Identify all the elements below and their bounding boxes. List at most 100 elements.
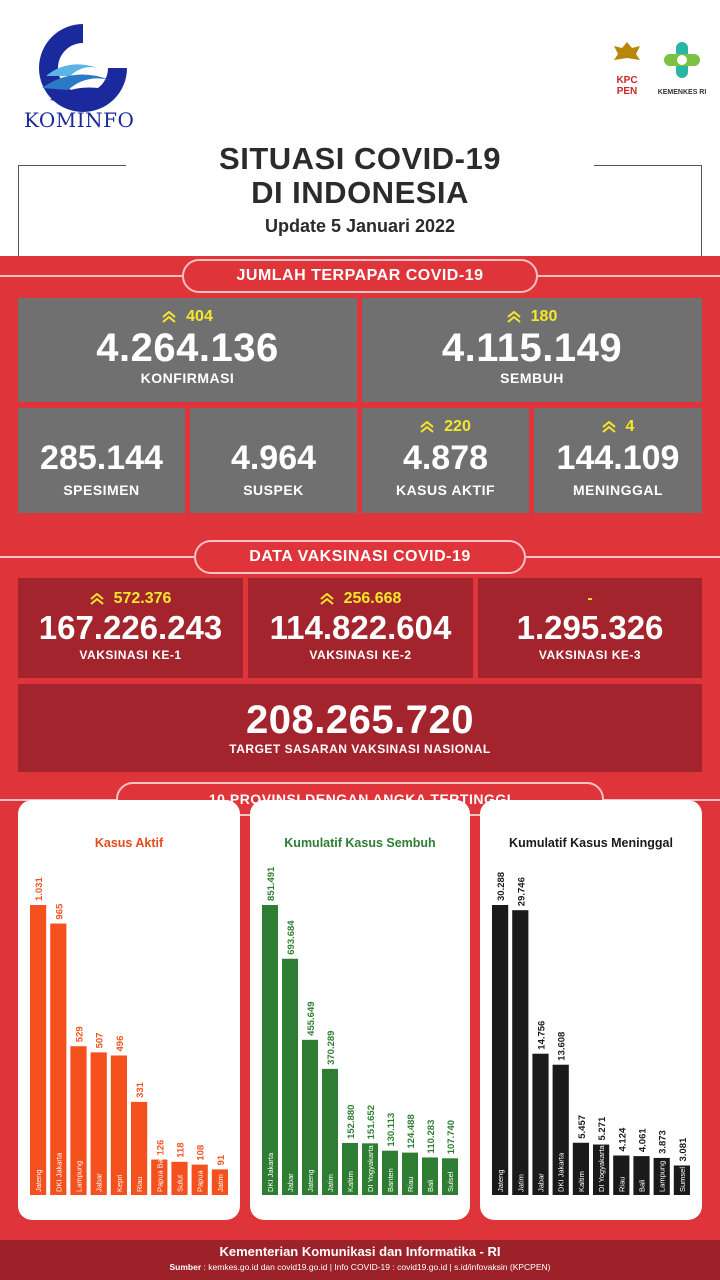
- category-label: Sulut: [176, 1174, 185, 1192]
- meninggal-value: 144.109: [556, 439, 680, 477]
- bar-jatim: [322, 1068, 338, 1195]
- category-label: DKI Jakarta: [266, 1152, 275, 1192]
- increase-icon: [89, 592, 104, 605]
- category-label: Banten: [386, 1168, 395, 1192]
- konfirmasi-label: KONFIRMASI: [140, 370, 235, 386]
- konfirmasi-value: 4.264.136: [96, 326, 279, 370]
- kasus-aktif-increase: 220: [362, 418, 529, 438]
- value-label: 693.684: [286, 920, 297, 955]
- value-label: 108: [196, 1145, 207, 1161]
- suspek-box: 4.964 SUSPEK: [190, 408, 357, 513]
- value-label: 107.740: [446, 1120, 457, 1154]
- bar-jatim: [512, 910, 529, 1195]
- kemenkes-text: KEMENKES RI: [657, 89, 707, 96]
- category-label: Papua Barat: [155, 1149, 164, 1192]
- category-label: Sulsel: [446, 1171, 455, 1192]
- vaksinasi-ke2-increase: 256.668: [248, 590, 473, 608]
- bar-jateng: [302, 1039, 318, 1195]
- bar-sumsel: [673, 1165, 690, 1195]
- spesimen-label: SPESIMEN: [63, 482, 140, 498]
- chart-card-kasus-aktif: Kasus Aktif 1.031 Jateng 965 DKI Jakarta 529…: [18, 800, 240, 1220]
- kominfo-logo-text: KOMINFO: [24, 108, 135, 132]
- value-label: 152.880: [346, 1105, 357, 1139]
- vaksinasi-ke3-label: VAKSINASI KE-3: [538, 648, 642, 662]
- value-label: 370.289: [326, 1031, 337, 1065]
- value-label: 455.649: [306, 1001, 317, 1035]
- bar-lampung: [653, 1157, 670, 1195]
- category-label: Riau: [617, 1177, 626, 1192]
- increase-icon: [420, 420, 434, 433]
- vaksinasi-ke2-box: 256.668 114.822.604 VAKSINASI KE-2: [248, 578, 473, 678]
- category-label: Bali: [638, 1179, 647, 1192]
- bar-riau: [131, 1101, 148, 1195]
- pen-text: PEN: [616, 86, 638, 97]
- category-label: Lampung: [75, 1161, 84, 1192]
- category-label: Riau: [135, 1177, 144, 1192]
- value-label: 4.124: [617, 1127, 628, 1151]
- section-title-vaksinasi: DATA VAKSINASI COVID-19: [194, 540, 526, 574]
- vaksinasi-ke2-label: VAKSINASI KE-2: [309, 648, 412, 662]
- frame-side-right: [701, 165, 702, 257]
- value-label: 14.756: [537, 1021, 548, 1050]
- category-label: DKI Jakarta: [54, 1152, 63, 1192]
- sembuh-label: SEMBUH: [500, 370, 564, 386]
- suspek-label: SUSPEK: [243, 482, 304, 498]
- category-label: Jabar: [95, 1173, 104, 1192]
- suspek-value: 4.964: [230, 439, 317, 477]
- kasus-aktif-value: 4.878: [402, 439, 489, 477]
- category-label: Jateng: [34, 1169, 43, 1192]
- category-label: Lampung: [658, 1161, 667, 1192]
- meninggal-increase: 4: [534, 418, 702, 438]
- vaksinasi-ke3-increase: -: [587, 590, 593, 607]
- kpcpen-logo: KPC PEN: [606, 40, 648, 110]
- value-label: 5.271: [597, 1116, 608, 1140]
- vaksinasi-ke1-box: 572.376 167.226.243 VAKSINASI KE-1: [18, 578, 243, 678]
- value-label: 29.746: [516, 877, 527, 906]
- frame-line-left: [18, 165, 126, 166]
- frame-side-left: [18, 165, 19, 257]
- value-label: 496: [115, 1036, 126, 1052]
- value-label: 13.608: [557, 1032, 568, 1061]
- category-label: Jabar: [537, 1173, 546, 1192]
- bar-jabar: [90, 1052, 107, 1195]
- value-label: 3.081: [678, 1137, 689, 1161]
- bar-riau: [613, 1155, 630, 1195]
- category-label: Kaltim: [577, 1171, 586, 1192]
- target-value: 208.265.720: [246, 698, 474, 742]
- category-label: Jatim: [516, 1174, 525, 1192]
- bar-bali: [422, 1157, 438, 1195]
- vaksinasi-ke2-value: 114.822.604: [269, 609, 452, 646]
- category-label: Bali: [426, 1179, 435, 1192]
- value-label: 151.652: [366, 1105, 377, 1139]
- meninggal-label: MENINGGAL: [572, 482, 664, 498]
- category-label: Riau: [406, 1177, 415, 1192]
- increase-icon: [162, 310, 176, 323]
- increase-icon: [601, 420, 616, 433]
- bar-jateng: [30, 905, 47, 1195]
- chart-kasus-meninggal: 30.288 Jateng 29.746 Jatim 14.756 Jabar 13.608…: [492, 872, 690, 1195]
- bar-jateng: [492, 905, 509, 1195]
- category-label: Jatim: [326, 1174, 335, 1192]
- bar-jabar: [532, 1053, 549, 1195]
- value-label: 5.457: [577, 1115, 588, 1139]
- value-label: 3.873: [658, 1130, 669, 1154]
- bar-bali: [633, 1156, 650, 1195]
- kasus-aktif-box: 220 4.878 KASUS AKTIF: [362, 408, 529, 513]
- value-label: 4.061: [638, 1128, 649, 1152]
- vaksinasi-ke3-value: 1.295.326: [516, 609, 664, 646]
- vaksinasi-ke1-increase: 572.376: [18, 590, 243, 608]
- category-label: Jatim: [216, 1174, 225, 1192]
- spesimen-box: 285.144 SPESIMEN: [18, 408, 185, 513]
- value-label: 965: [54, 903, 65, 920]
- category-label: Sumsel: [678, 1167, 687, 1192]
- sembuh-value: 4.115.149: [441, 326, 623, 370]
- chart-title-kasus-meninggal: Kumulatif Kasus Meninggal: [509, 836, 673, 850]
- bar-dki-jakarta: [262, 905, 278, 1195]
- sembuh-box: 180 4.115.149 SEMBUH: [362, 298, 702, 402]
- bar-sulut: [171, 1161, 188, 1195]
- chart-kasus-aktif: 1.031 Jateng 965 DKI Jakarta 529 Lampung 507 Ja…: [30, 877, 228, 1195]
- category-label: Jateng: [306, 1169, 315, 1192]
- bar-kaltim: [342, 1142, 358, 1195]
- konfirmasi-box: 404 4.264.136 KONFIRMASI: [18, 298, 357, 402]
- bar-papua-barat: [151, 1159, 168, 1195]
